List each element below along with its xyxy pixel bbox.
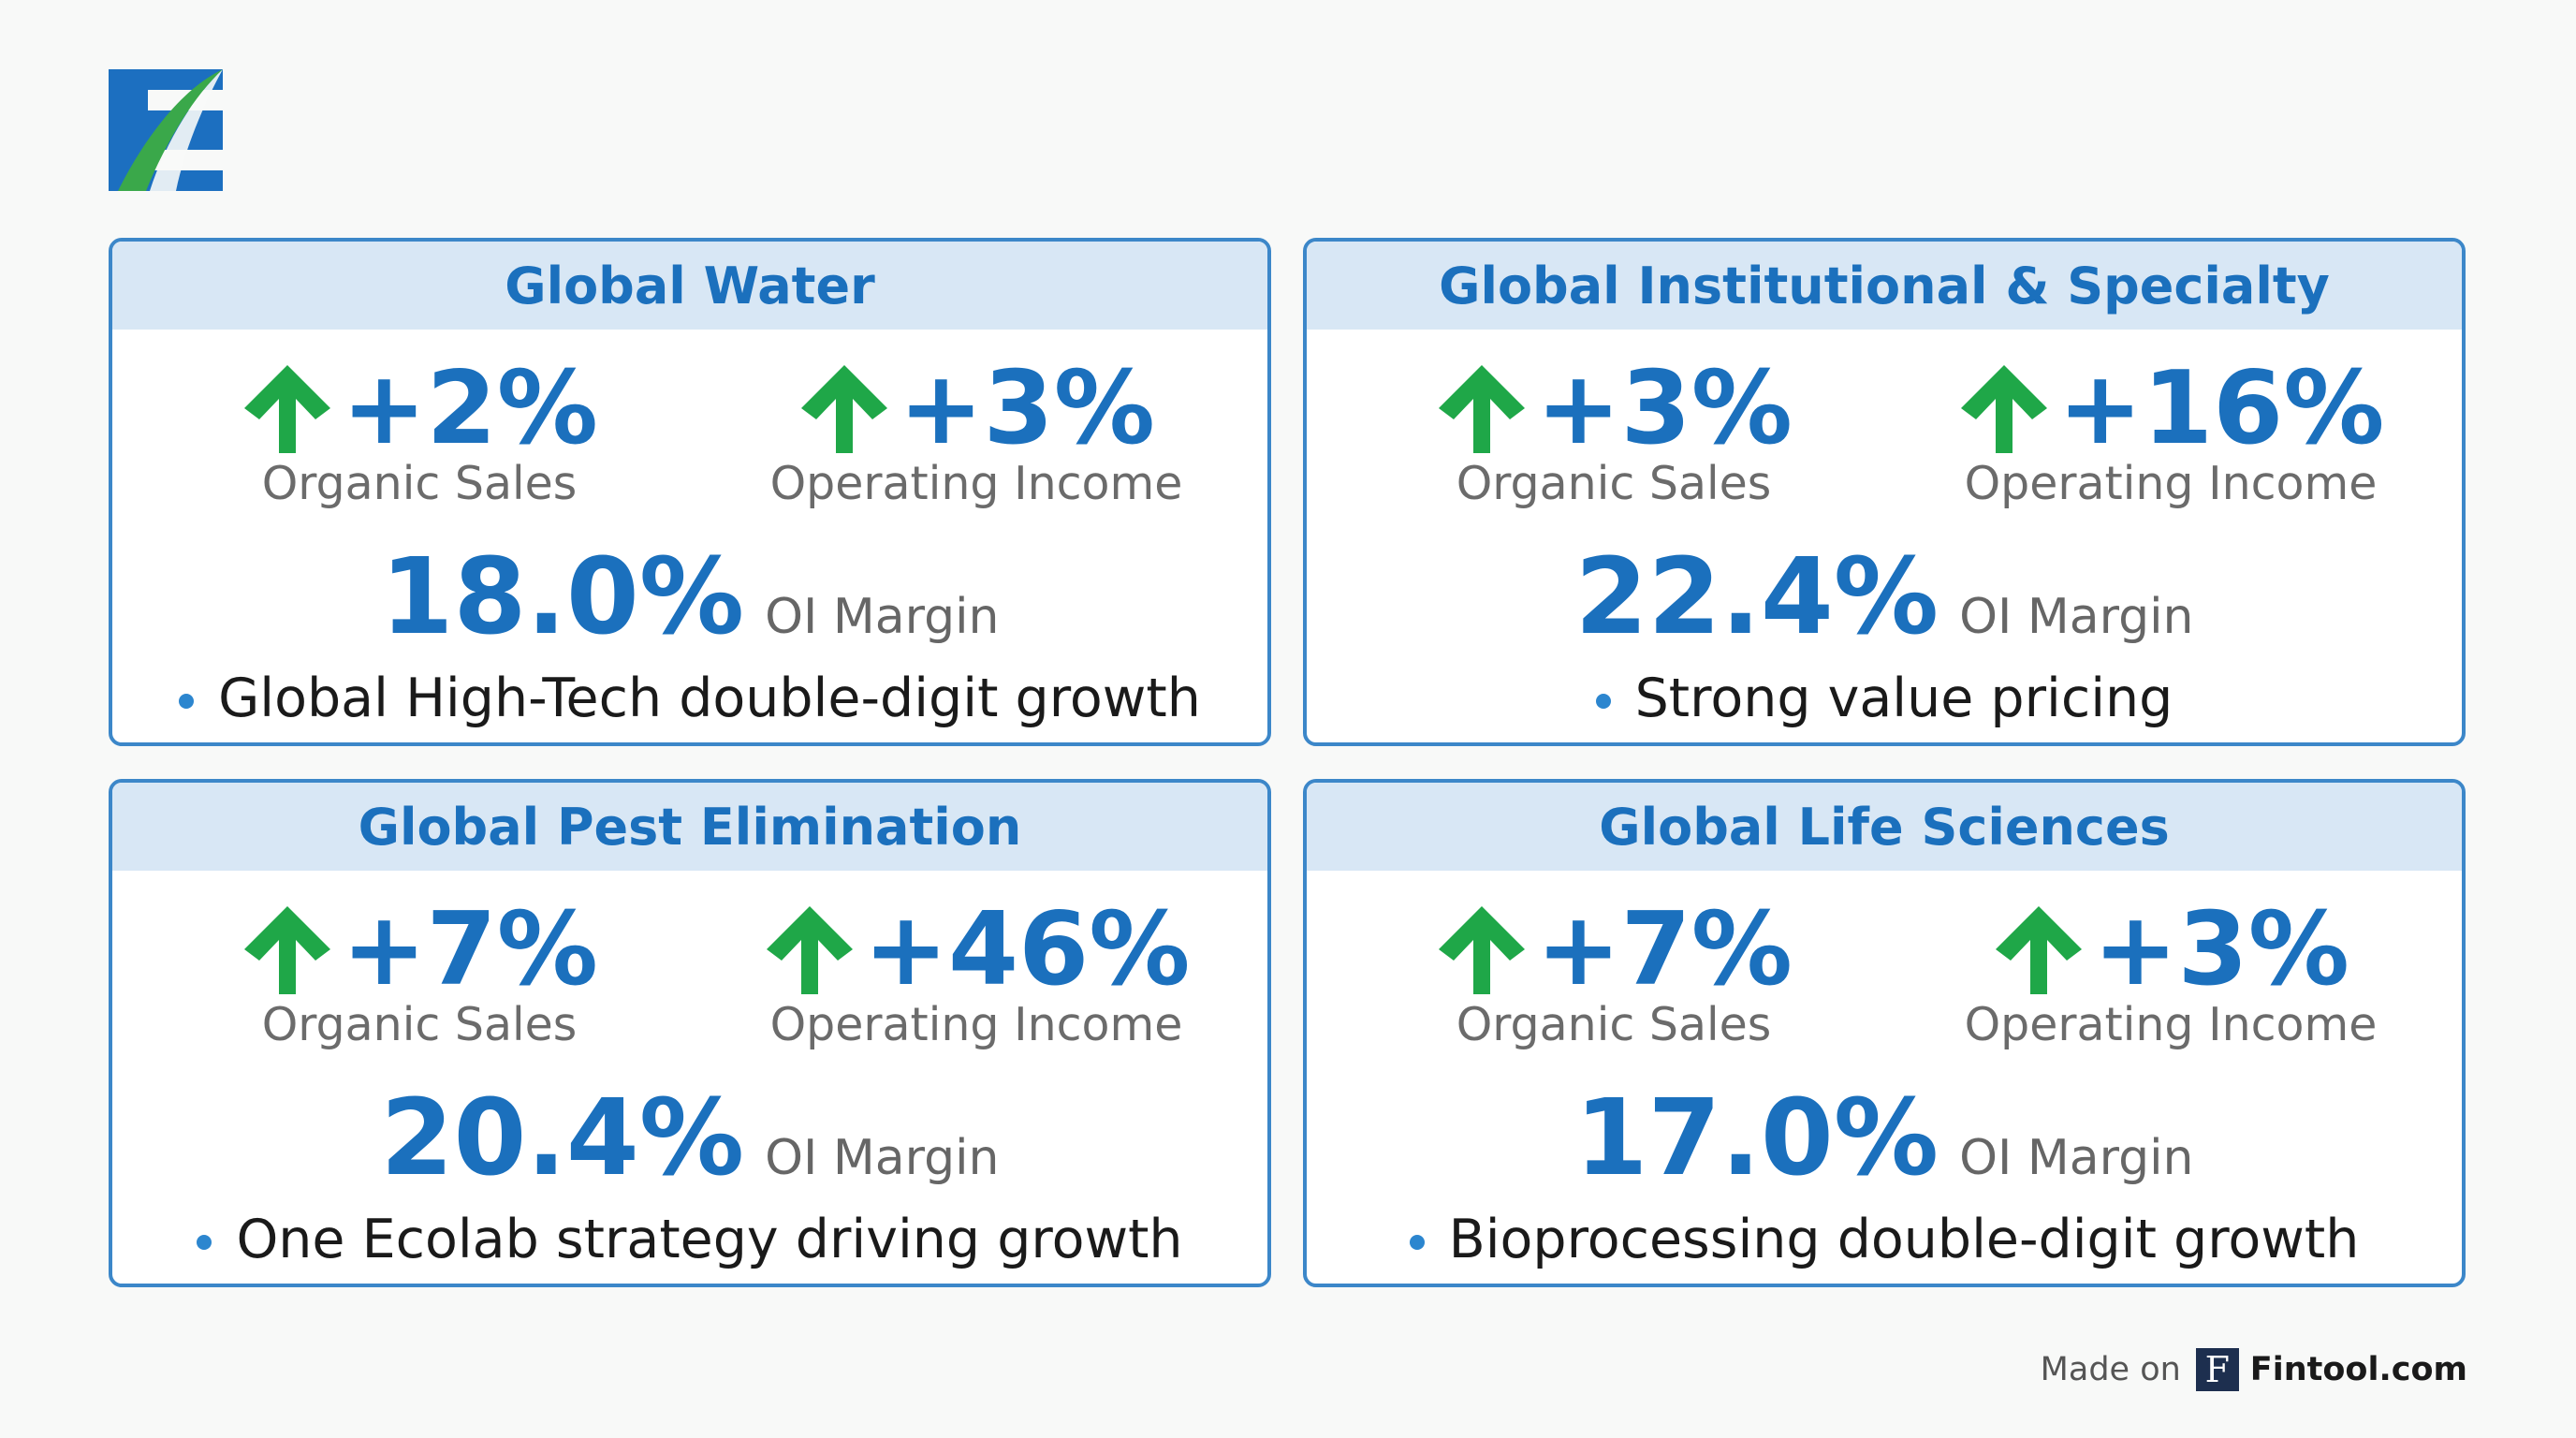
footer-prefix: Made on	[2040, 1351, 2181, 1388]
metric: +46% Operating Income	[677, 890, 1267, 1051]
metric-label: Operating Income	[1964, 998, 2378, 1051]
metric-value-row: +3%	[1871, 890, 2462, 1008]
bullet: One Ecolab strategy driving growth	[112, 1209, 1267, 1270]
bullet-dot	[1409, 1235, 1425, 1251]
metric-value: +3%	[2093, 890, 2349, 1008]
metric: +16% Operating Income	[1871, 349, 2462, 510]
segment-card: Global Pest Elimination +7% Organic Sales +…	[109, 779, 1271, 1287]
metric: +3% Operating Income	[677, 349, 1267, 511]
metric-value: +7%	[1536, 890, 1793, 1008]
metric-label: Organic Sales	[1456, 457, 1772, 510]
margin: 20.4% OI Margin	[112, 1078, 1267, 1199]
bullet-text: One Ecolab strategy driving growth	[236, 1209, 1183, 1270]
segment-title: Global Water	[112, 242, 1267, 330]
margin-label: OI Margin	[1959, 589, 2194, 645]
metric-value: +2%	[342, 349, 598, 467]
metric: +7% Organic Sales	[120, 890, 719, 1051]
up-arrow	[244, 906, 331, 994]
bullet-dot	[197, 1235, 212, 1251]
margin-label: OI Margin	[765, 589, 1000, 645]
metric-label: Operating Income	[769, 998, 1183, 1051]
metric-value: +3%	[899, 349, 1155, 467]
metric-value: +3%	[1536, 349, 1793, 467]
metric-label: Organic Sales	[1456, 998, 1772, 1051]
metric: +3% Organic Sales	[1314, 349, 1913, 510]
bullet-text: Strong value pricing	[1634, 668, 2174, 729]
margin: 18.0% OI Margin	[112, 536, 1267, 658]
metric-value-row: +3%	[677, 349, 1267, 467]
footer: Made on F Fintool.com	[2041, 1348, 2467, 1391]
metric-value-row: +7%	[120, 890, 719, 1008]
metric-label: Operating Income	[1964, 457, 2378, 510]
metric-label: Operating Income	[769, 457, 1183, 510]
segment-title: Global Pest Elimination	[112, 783, 1267, 871]
margin: 22.4% OI Margin	[1307, 536, 2462, 658]
metric-value-row: +7%	[1314, 890, 1913, 1008]
bullet-text: Bioprocessing double-digit growth	[1448, 1209, 2360, 1270]
bullet-dot	[179, 694, 195, 710]
margin-label: OI Margin	[765, 1130, 1000, 1186]
margin-value: 18.0%	[380, 536, 745, 658]
metric-value: +7%	[342, 890, 598, 1008]
logo	[109, 69, 223, 191]
metric-value-row: +16%	[1871, 349, 2462, 467]
bullet: Global High-Tech double-digit growth	[112, 668, 1267, 729]
segment-card: Global Water +2% Organic Sales +3% Operating…	[109, 238, 1271, 746]
metric-label: Organic Sales	[261, 998, 578, 1051]
margin-value: 22.4%	[1574, 536, 1939, 658]
bullet: Bioprocessing double-digit growth	[1307, 1209, 2462, 1270]
margin-value: 20.4%	[380, 1078, 745, 1199]
metric: +7% Organic Sales	[1314, 890, 1913, 1051]
metric-label: Organic Sales	[261, 457, 578, 510]
metric-value-row: +46%	[677, 890, 1267, 1008]
metric-value-row: +3%	[1314, 349, 1913, 467]
segment-title: Global Institutional & Specialty	[1307, 242, 2462, 330]
bullet-dot	[1595, 694, 1611, 710]
up-arrow	[1960, 365, 2047, 453]
up-arrow	[1439, 365, 1526, 453]
segment-card: Global Life Sciences +7% Organic Sales +3% O…	[1303, 779, 2466, 1287]
up-arrow	[244, 365, 331, 453]
bullet: Strong value pricing	[1307, 668, 2462, 729]
segment-card: Global Institutional & Specialty +3% Organ…	[1303, 238, 2466, 746]
up-arrow	[1996, 906, 2083, 994]
metric-value: +16%	[2057, 349, 2385, 467]
footer-logo: F	[2195, 1348, 2239, 1391]
metric-value: +46%	[863, 890, 1191, 1008]
metric-value-row: +2%	[120, 349, 719, 467]
up-arrow	[801, 365, 888, 453]
up-arrow	[1439, 906, 1526, 994]
metric: +3% Operating Income	[1871, 890, 2462, 1052]
margin-label: OI Margin	[1959, 1130, 2194, 1186]
up-arrow	[766, 906, 853, 994]
metric: +2% Organic Sales	[120, 349, 719, 510]
footer-brand: Fintool.com	[2249, 1351, 2467, 1388]
bullet-text: Global High-Tech double-digit growth	[218, 668, 1201, 729]
margin: 17.0% OI Margin	[1307, 1078, 2462, 1199]
segment-title: Global Life Sciences	[1307, 783, 2462, 871]
margin-value: 17.0%	[1574, 1078, 1939, 1199]
